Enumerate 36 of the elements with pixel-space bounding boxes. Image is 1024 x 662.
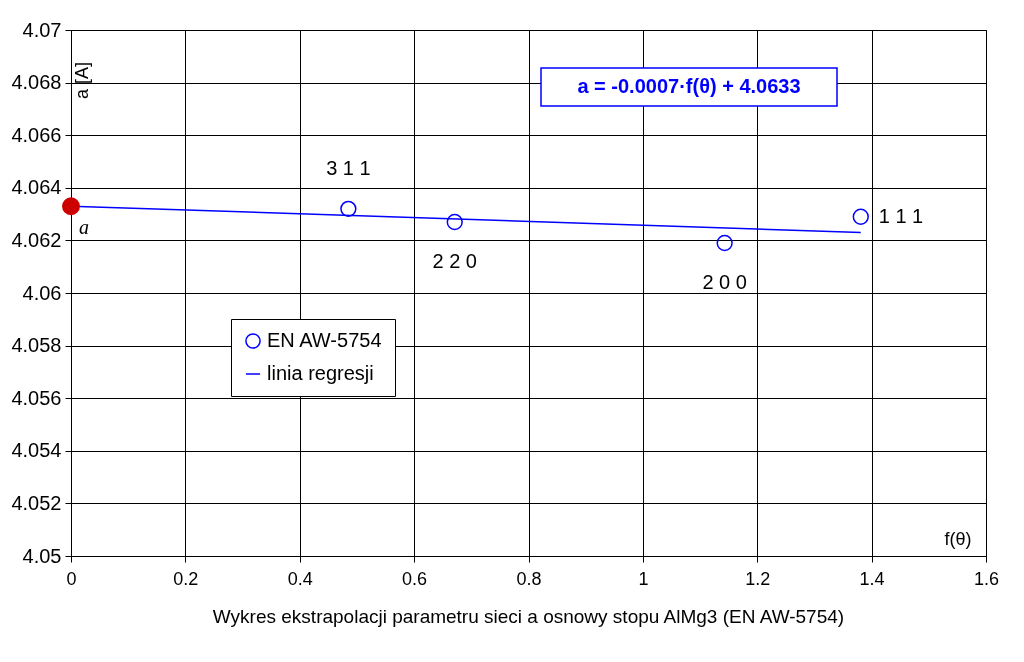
x-tick-label: 1 <box>638 568 649 589</box>
point <box>340 200 357 217</box>
x-tick-label: 0 <box>66 568 77 589</box>
point <box>62 197 80 216</box>
y-tick-label: 4.054 <box>11 439 62 462</box>
annotation: 1 1 1 <box>878 204 924 227</box>
x-axis-title: f(θ) <box>944 528 972 549</box>
y-tick-label: 4.062 <box>11 228 62 251</box>
point <box>716 234 733 252</box>
x-tick-label: 0.2 <box>173 568 199 589</box>
legend-label: linia regresji <box>267 362 374 384</box>
y-tick-label: 4.068 <box>11 71 62 94</box>
y-axis-title: a [A] <box>71 61 92 100</box>
annotation: 2 0 0 <box>702 271 747 294</box>
point <box>852 208 869 225</box>
y-tick-label: 4.07 <box>22 18 62 41</box>
y-tick-label: 4.06 <box>22 281 62 304</box>
x-tick-label: 0.4 <box>287 568 313 589</box>
text: Wykres ekstrapolacji parametru sieci a osnowy stopu AlMg3 (EN AW-5754) <box>212 606 845 627</box>
x-tick-label: 0.6 <box>402 568 428 589</box>
legend-label: EN AW-5754 <box>267 329 382 351</box>
annotation: 3 1 1 <box>326 156 371 179</box>
x-tick-label: 1.4 <box>859 568 885 589</box>
x-tick-label: 1.6 <box>973 568 1000 589</box>
y-tick-label: 4.058 <box>11 334 62 357</box>
point <box>446 213 463 231</box>
y-tick-label: 4.052 <box>11 491 62 514</box>
annotation: 2 2 0 <box>432 249 477 272</box>
y-tick-label: 4.066 <box>11 123 62 146</box>
y-tick-label: 4.064 <box>11 176 62 199</box>
y-tick-label: 4.05 <box>22 544 62 567</box>
annotation: a <box>79 216 89 239</box>
annotation: a = -0.0007·f(θ) + 4.0633 <box>577 75 801 97</box>
x-tick-label: 1.2 <box>745 568 771 589</box>
x-tick-label: 0.8 <box>516 568 542 589</box>
y-tick-label: 4.056 <box>11 386 62 409</box>
